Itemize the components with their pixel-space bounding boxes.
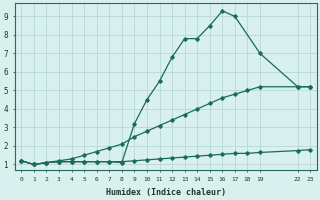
X-axis label: Humidex (Indice chaleur): Humidex (Indice chaleur) [106,188,226,197]
